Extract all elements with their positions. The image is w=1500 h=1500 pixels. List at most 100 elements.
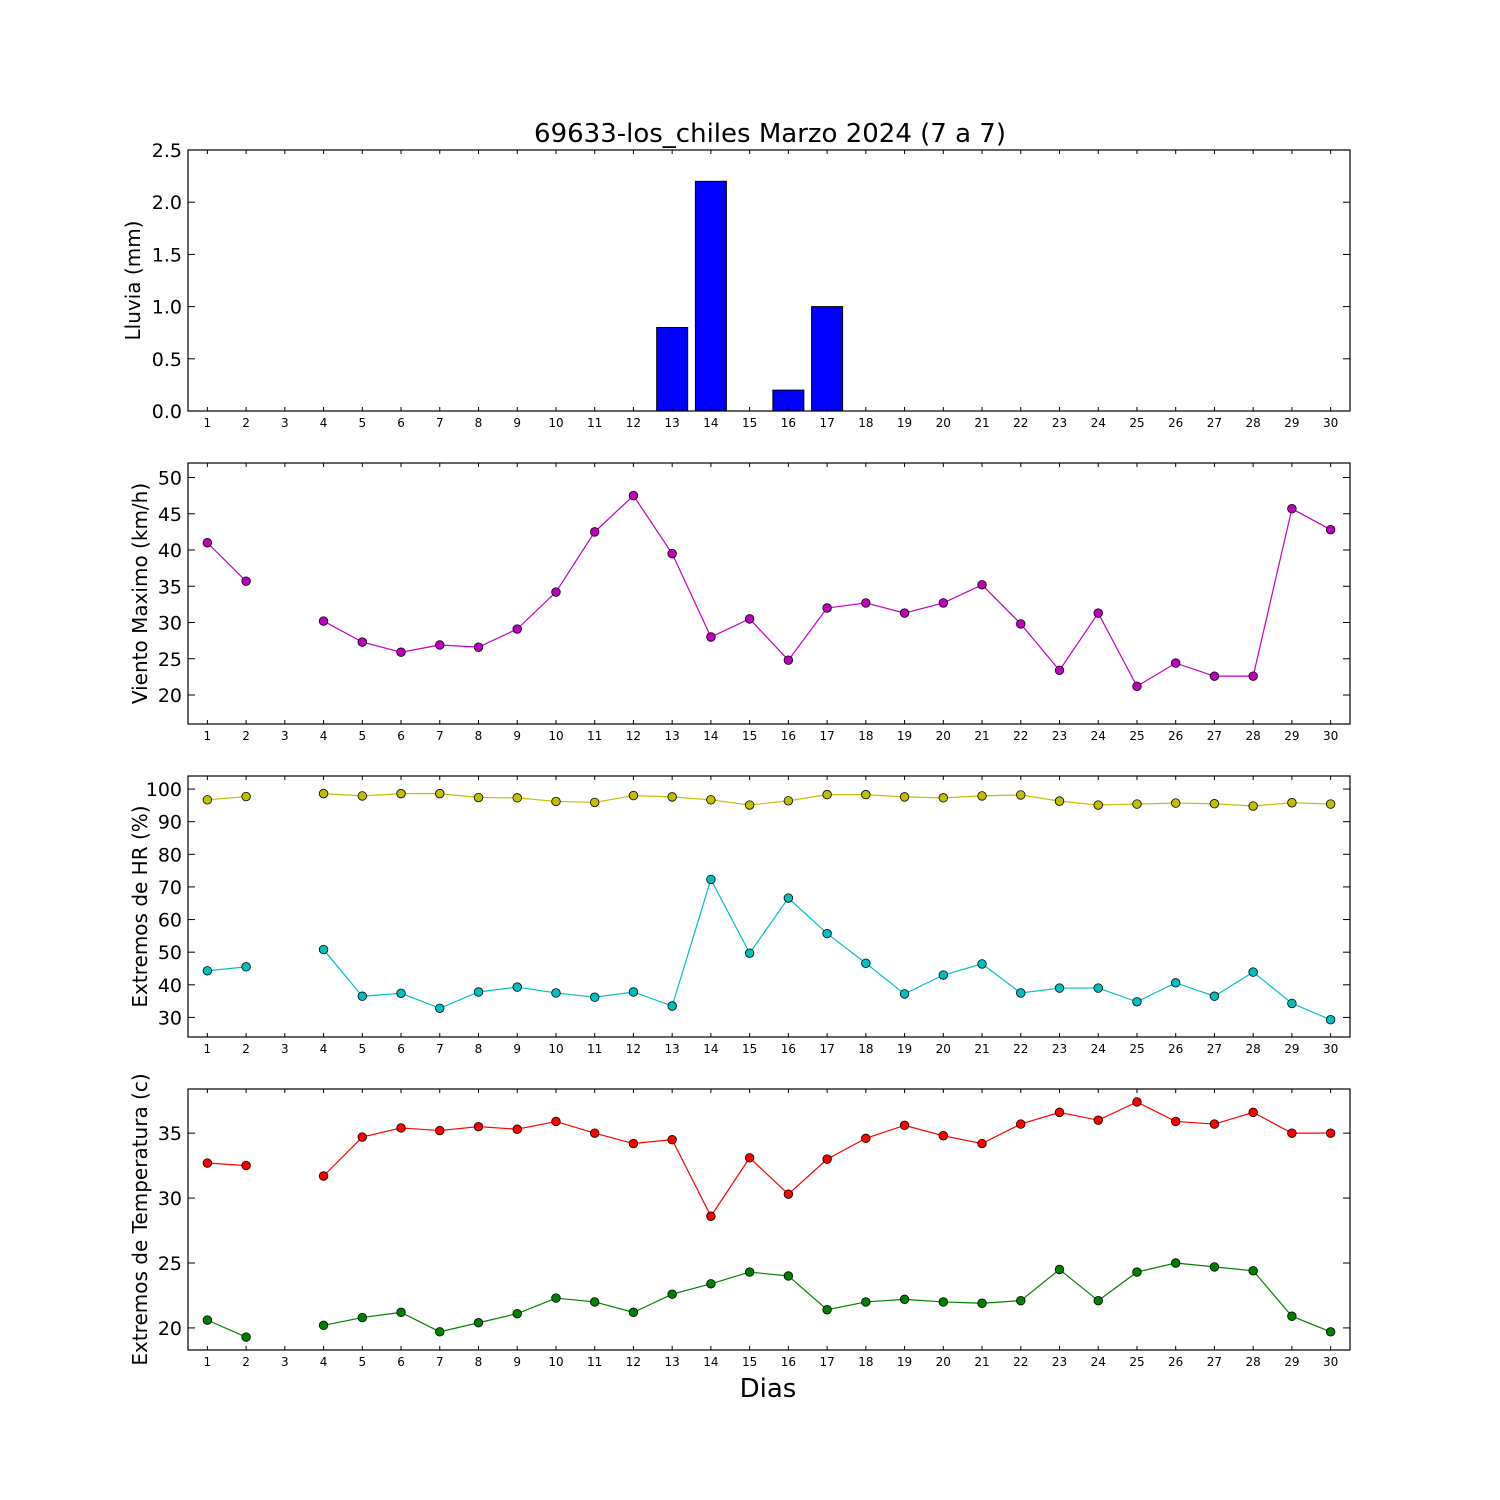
data-point-wind-max xyxy=(396,647,406,657)
data-point-temp-max xyxy=(1325,1128,1336,1138)
x-tick-label: 14 xyxy=(703,1355,718,1369)
data-point-temp-max xyxy=(1209,1119,1220,1129)
data-point-hr-max xyxy=(202,795,213,805)
series-line-temp-min xyxy=(207,1319,247,1338)
x-tick-label: 24 xyxy=(1091,416,1106,430)
x-tick-label: 29 xyxy=(1284,1042,1299,1056)
x-tick-label: 3 xyxy=(281,416,289,430)
x-tick-label: 12 xyxy=(626,416,641,430)
y-tick-label: 40 xyxy=(158,975,182,997)
data-point-wind-max xyxy=(822,603,832,613)
x-tick-label: 22 xyxy=(1013,1042,1028,1056)
x-tick-label: 13 xyxy=(665,729,680,743)
data-point-hr-min xyxy=(744,948,755,958)
data-point-hr-max xyxy=(1054,796,1065,806)
bar xyxy=(656,326,689,412)
data-point-temp-min xyxy=(1209,1262,1220,1272)
data-point-hr-min xyxy=(590,992,600,1002)
data-point-wind-max xyxy=(590,527,600,537)
x-tick-label: 4 xyxy=(320,1355,328,1369)
x-tick-label: 13 xyxy=(665,1042,680,1056)
data-point-temp-min xyxy=(899,1294,910,1305)
y-tick-label: 70 xyxy=(158,877,182,899)
x-tick-label: 16 xyxy=(781,416,796,430)
data-point-hr-max xyxy=(667,792,677,802)
data-point-temp-max xyxy=(241,1160,251,1171)
data-point-wind-max xyxy=(977,580,987,590)
data-point-temp-max xyxy=(1093,1115,1103,1125)
data-point-hr-min xyxy=(1287,998,1297,1009)
x-tick-label: 18 xyxy=(858,729,873,743)
x-axis-label: Dias xyxy=(740,1374,797,1404)
data-point-hr-min xyxy=(861,958,871,968)
x-tick-label: 17 xyxy=(819,1042,834,1056)
x-tick-label: 14 xyxy=(703,729,718,743)
x-tick-label: 11 xyxy=(587,729,602,743)
x-tick-label: 20 xyxy=(936,1355,951,1369)
data-point-hr-max xyxy=(706,795,716,805)
bar xyxy=(811,306,844,412)
x-tick-label: 10 xyxy=(548,1355,563,1369)
y-tick-label: 30 xyxy=(158,1007,182,1029)
x-tick-label: 14 xyxy=(703,416,718,430)
y-tick-label: 20 xyxy=(158,685,182,707)
x-tick-label: 7 xyxy=(436,729,444,743)
data-point-temp-max xyxy=(435,1125,445,1136)
data-point-temp-min xyxy=(396,1307,406,1318)
x-tick-label: 24 xyxy=(1091,1355,1106,1369)
x-tick-label: 30 xyxy=(1323,416,1338,430)
x-tick-label: 19 xyxy=(897,729,912,743)
data-point-hr-max xyxy=(473,792,484,803)
figure-title: 69633-los_chiles Marzo 2024 (7 a 7) xyxy=(534,119,1006,149)
x-tick-label: 18 xyxy=(858,1042,873,1056)
x-tick-label: 28 xyxy=(1246,416,1261,430)
x-tick-label: 29 xyxy=(1284,1355,1299,1369)
data-point-temp-max xyxy=(1132,1097,1142,1107)
data-point-temp-min xyxy=(512,1308,522,1319)
x-tick-label: 22 xyxy=(1013,416,1028,430)
x-tick-label: 23 xyxy=(1052,729,1067,743)
x-tick-label: 15 xyxy=(742,416,757,430)
data-point-temp-max xyxy=(938,1131,949,1141)
data-point-temp-min xyxy=(977,1298,987,1308)
x-tick-label: 21 xyxy=(974,1042,989,1056)
y-axis-label: Extremos de Temperatura (c) xyxy=(128,1073,152,1365)
data-point-hr-min xyxy=(1248,967,1258,977)
data-point-hr-min xyxy=(706,874,716,885)
data-point-temp-min xyxy=(1054,1264,1065,1275)
data-point-hr-min xyxy=(551,988,561,998)
data-point-wind-max xyxy=(1209,671,1220,681)
x-tick-label: 17 xyxy=(819,416,834,430)
x-tick-label: 1 xyxy=(204,1042,212,1056)
data-point-wind-max xyxy=(1287,503,1297,514)
data-point-wind-max xyxy=(1093,608,1103,618)
x-tick-label: 17 xyxy=(819,729,834,743)
x-tick-label: 5 xyxy=(358,729,366,743)
x-tick-label: 30 xyxy=(1323,1355,1338,1369)
x-tick-label: 14 xyxy=(703,1042,718,1056)
data-point-temp-min xyxy=(1325,1327,1336,1337)
x-tick-label: 25 xyxy=(1129,1355,1144,1369)
x-tick-label: 25 xyxy=(1129,416,1144,430)
data-point-wind-max xyxy=(1170,658,1181,668)
data-point-hr-min xyxy=(1170,978,1181,988)
x-tick-label: 24 xyxy=(1091,729,1106,743)
x-tick-label: 2 xyxy=(242,416,250,430)
data-point-hr-max xyxy=(938,793,949,803)
y-tick-label: 0.5 xyxy=(152,349,182,371)
bar xyxy=(694,180,727,412)
axes-frame xyxy=(187,1088,1351,1351)
x-tick-label: 9 xyxy=(513,416,521,430)
data-point-hr-max xyxy=(241,791,251,802)
x-tick-label: 9 xyxy=(513,1042,521,1056)
x-tick-label: 11 xyxy=(587,1042,602,1056)
data-point-hr-min xyxy=(1209,991,1220,1001)
x-tick-label: 26 xyxy=(1168,1042,1183,1056)
data-point-temp-max xyxy=(744,1153,755,1163)
x-tick-label: 4 xyxy=(320,1042,328,1056)
data-point-wind-max xyxy=(706,632,716,642)
data-point-hr-max xyxy=(590,797,600,808)
